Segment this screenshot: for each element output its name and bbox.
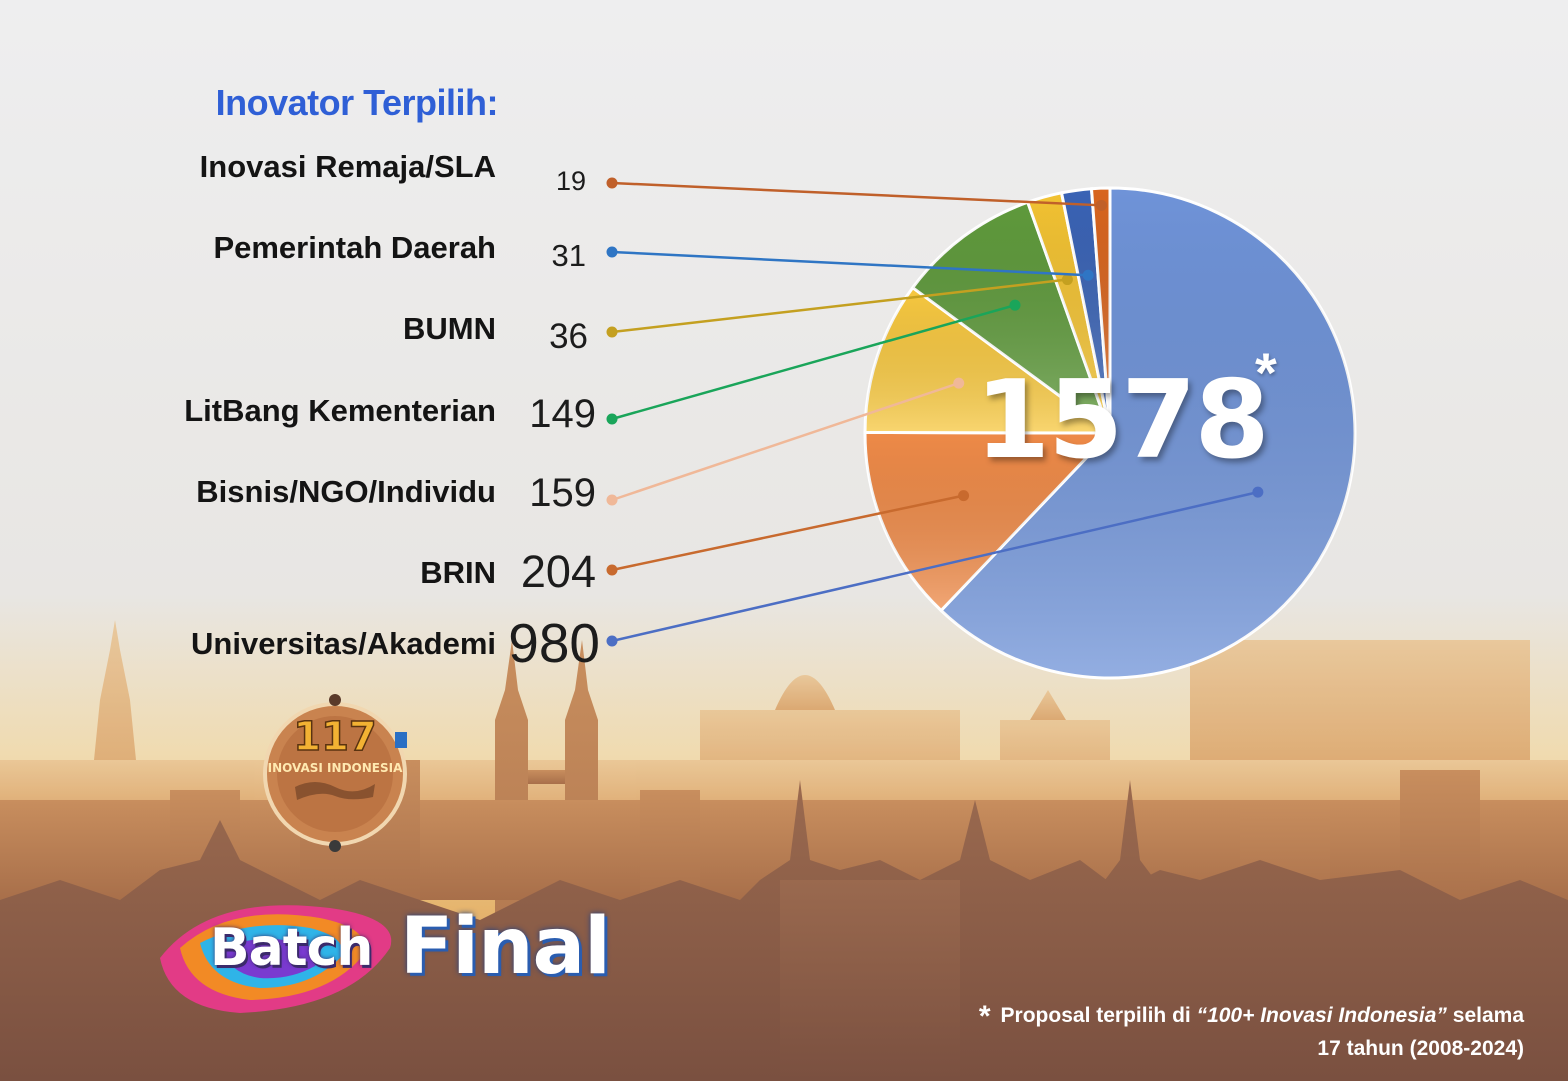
leader-dot [953,377,965,389]
pie-slice-shading [941,188,1355,678]
data-label: 149 [529,392,596,436]
leader-line [611,381,960,502]
pie-total-label: 1578 [975,358,1270,483]
pie-slice-shading [865,287,1110,433]
category-label: Inovasi Remaja/SLA [199,149,496,184]
pie-slice-shading [1091,188,1110,433]
badge-number: 117 [293,714,377,760]
category-label: BRIN [420,555,496,590]
leader-line [611,490,1259,643]
leader-dot [606,564,618,576]
pie-total-marker: * [1255,341,1277,404]
footnote-text-after: selama 17 tahun (2008-2024) [1317,1004,1524,1060]
leader-dot [1082,269,1094,281]
leader-dot [1009,299,1021,311]
pie-slice-shading [1061,188,1110,433]
badge-text: INOVASI INDONESIA [268,761,403,775]
inovasi-indonesia-badge-logo: 117 INOVASI INDONESIA [263,694,407,852]
leader-line [611,181,1102,207]
leader-dot [1252,486,1264,498]
category-label: Universitas/Akademi [191,626,496,661]
footnote-text-before: Proposal terpilih di [1000,1004,1197,1027]
leader-line [611,250,1089,277]
footnote-marker: * [978,1000,991,1033]
data-label: 159 [529,471,596,515]
leader-line [611,494,964,572]
category-label: BUMN [403,311,496,346]
data-label: 19 [555,166,586,196]
leader-dot [606,635,618,647]
leader-dot [958,490,970,502]
category-label: LitBang Kementerian [184,393,496,428]
leader-dot [606,177,618,189]
category-label: Pemerintah Daerah [213,230,496,265]
footnote-quoted: “100+ Inovasi Indonesia” [1196,1004,1447,1027]
brush-stroke-graphic [160,905,392,1013]
batch-word: Batch [210,918,373,978]
leader-dot [606,413,618,425]
leader-dot [1061,274,1073,286]
chart-title: Inovator Terpilih: [215,82,499,123]
category-label: Bisnis/NGO/Individu [196,474,496,509]
leader-dot [606,246,618,258]
data-label: 980 [508,612,600,674]
data-label: 31 [551,238,586,273]
footnote: * Proposal terpilih di “100+ Inovasi Indo… [964,1000,1524,1065]
pie-slice-shading [1027,192,1110,433]
leader-dot [1095,199,1107,211]
data-label: 36 [549,317,588,356]
leader-line [611,303,1016,421]
leader-dot [606,326,618,338]
pie-slice-shading [912,202,1110,433]
batch-final-logo: Batch Final [150,888,620,1023]
leader-line [611,278,1068,334]
leader-dot [606,494,618,506]
data-label: 204 [520,546,596,597]
final-word: Final [400,902,611,992]
pie-slice-shading [864,432,1110,611]
